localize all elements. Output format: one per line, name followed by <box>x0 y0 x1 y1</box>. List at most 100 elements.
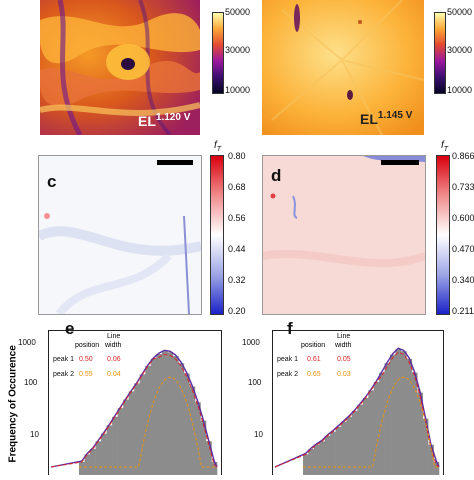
cb-c-tick-2: 0.56 <box>228 213 246 223</box>
el-image-a: EL1.120 V <box>39 0 201 137</box>
cb-c-tick-1: 0.68 <box>228 182 246 192</box>
ytick-e-0: 1000 <box>18 338 36 347</box>
histogram-bar <box>161 351 168 475</box>
legend-header-position-f: position <box>301 342 326 349</box>
legend-peak1-label-e: peak 1 <box>53 356 75 363</box>
histogram-bar <box>84 454 91 475</box>
histogram-bar <box>368 390 375 475</box>
cb-d-tick-1: 0.733 <box>452 182 474 192</box>
cb-c-tick-4: 0.32 <box>228 275 246 285</box>
ft-label-c: fT <box>214 140 221 153</box>
legend-peak2-width-f: 0.03 <box>337 371 351 378</box>
legend-peak1-width-e: 0.06 <box>107 356 121 363</box>
panel-letter-d: d <box>271 166 282 185</box>
histogram-bar <box>400 351 407 475</box>
legend-peak1-pos-f: 0.61 <box>307 356 321 363</box>
histogram-bar <box>90 448 96 475</box>
cb-c-tick-0: 0.80 <box>228 151 246 161</box>
legend-peak2-label-e: peak 2 <box>53 371 75 378</box>
histogram-bar <box>422 418 429 475</box>
histogram-bar <box>313 444 320 475</box>
histogram-bar <box>117 408 124 475</box>
el-image-b: EL1.145 V <box>262 0 425 136</box>
histogram-bar <box>379 372 385 475</box>
histogram-bar <box>112 416 118 475</box>
histogram-bar <box>308 448 315 475</box>
el-label-a: EL1.120 V <box>138 112 190 129</box>
ylabel-e: Frequency of Occurence <box>7 345 19 463</box>
histogram-bar <box>211 461 218 475</box>
histogram-bar <box>335 426 342 475</box>
histogram-bar <box>205 441 212 475</box>
histogram-bar <box>183 373 190 475</box>
cb-top-right-tick-0: 50000 <box>447 7 473 17</box>
ytick-f-1: 100 <box>248 378 262 387</box>
histogram-bar <box>79 461 85 475</box>
histogram-bar <box>101 433 107 475</box>
ytick-e-1: 100 <box>24 378 38 387</box>
legend-peak2-width-e: 0.04 <box>107 371 121 378</box>
colorbar-top-left <box>212 12 224 94</box>
map-c-texture <box>39 213 201 314</box>
histogram-bar <box>406 358 413 475</box>
histogram-bar <box>189 386 196 475</box>
cb-d-tick-3: 0.470 <box>452 244 474 254</box>
histogram-e <box>50 349 218 475</box>
fit-curve <box>274 347 440 468</box>
ytick-e-2: 10 <box>30 430 39 439</box>
histogram-bar <box>324 435 331 475</box>
histogram-bar <box>95 441 102 475</box>
legend-header-line-f: Line <box>337 333 351 340</box>
histogram-bar <box>341 421 347 475</box>
histogram-bar <box>200 420 207 475</box>
histogram-bar <box>411 372 418 475</box>
cb-c-tick-3: 0.44 <box>228 244 246 254</box>
el-sup-b: 1.145 V <box>377 110 413 121</box>
histogram-bar <box>123 399 129 475</box>
cb-top-right-tick-2: 10000 <box>447 85 473 95</box>
histogram-bar <box>128 391 135 475</box>
histogram-bar <box>150 358 157 475</box>
histogram-f <box>274 347 440 475</box>
ytick-f-0: 1000 <box>242 338 260 347</box>
histogram-bar <box>303 454 309 475</box>
legend-header-position-e: position <box>75 342 100 349</box>
histogram-bar <box>417 392 423 475</box>
legend-header-width-f: width <box>335 342 352 349</box>
cb-d-tick-0: 0.866 <box>452 151 474 161</box>
legend-peak2-label-f: peak 2 <box>277 371 299 378</box>
histogram-bar <box>362 397 369 475</box>
histogram-bar <box>172 355 179 475</box>
histogram-bar <box>373 382 380 475</box>
histogram-bar <box>178 363 185 475</box>
histogram-bar <box>139 374 146 475</box>
histogram-bar <box>428 444 434 475</box>
ft-sub-c: T <box>216 146 222 153</box>
el-map-a <box>39 0 201 137</box>
scale-bar-d <box>381 160 419 165</box>
cb-c-tick-5: 0.20 <box>228 306 246 316</box>
legend-peak2-pos-f: 0.65 <box>307 371 321 378</box>
panel-letter-f: f <box>287 319 293 338</box>
ft-label-d: fT <box>441 140 448 153</box>
histogram-bar <box>194 402 201 475</box>
histogram-bar <box>330 431 336 475</box>
histogram-bar <box>156 354 163 475</box>
histogram-bar <box>433 461 440 475</box>
el-base-b: EL <box>360 111 378 127</box>
peak-2-curve <box>79 376 217 468</box>
fit-curve <box>50 349 218 468</box>
histogram-bar <box>351 410 358 475</box>
peak-2-curve <box>303 376 439 468</box>
colorbar-top-right <box>434 12 446 94</box>
cb-top-left-tick-2: 10000 <box>225 85 251 95</box>
el-map-b <box>262 0 425 136</box>
histogram-bar <box>106 425 113 475</box>
ytick-f-2: 10 <box>254 430 263 439</box>
colorbar-d <box>436 155 450 315</box>
cb-d-tick-2: 0.600 <box>452 213 474 223</box>
el-sup-a: 1.120 V <box>155 112 191 123</box>
el-label-b: EL1.145 V <box>360 110 412 127</box>
el-base-a: EL <box>138 113 156 129</box>
histogram-bar <box>384 363 391 475</box>
